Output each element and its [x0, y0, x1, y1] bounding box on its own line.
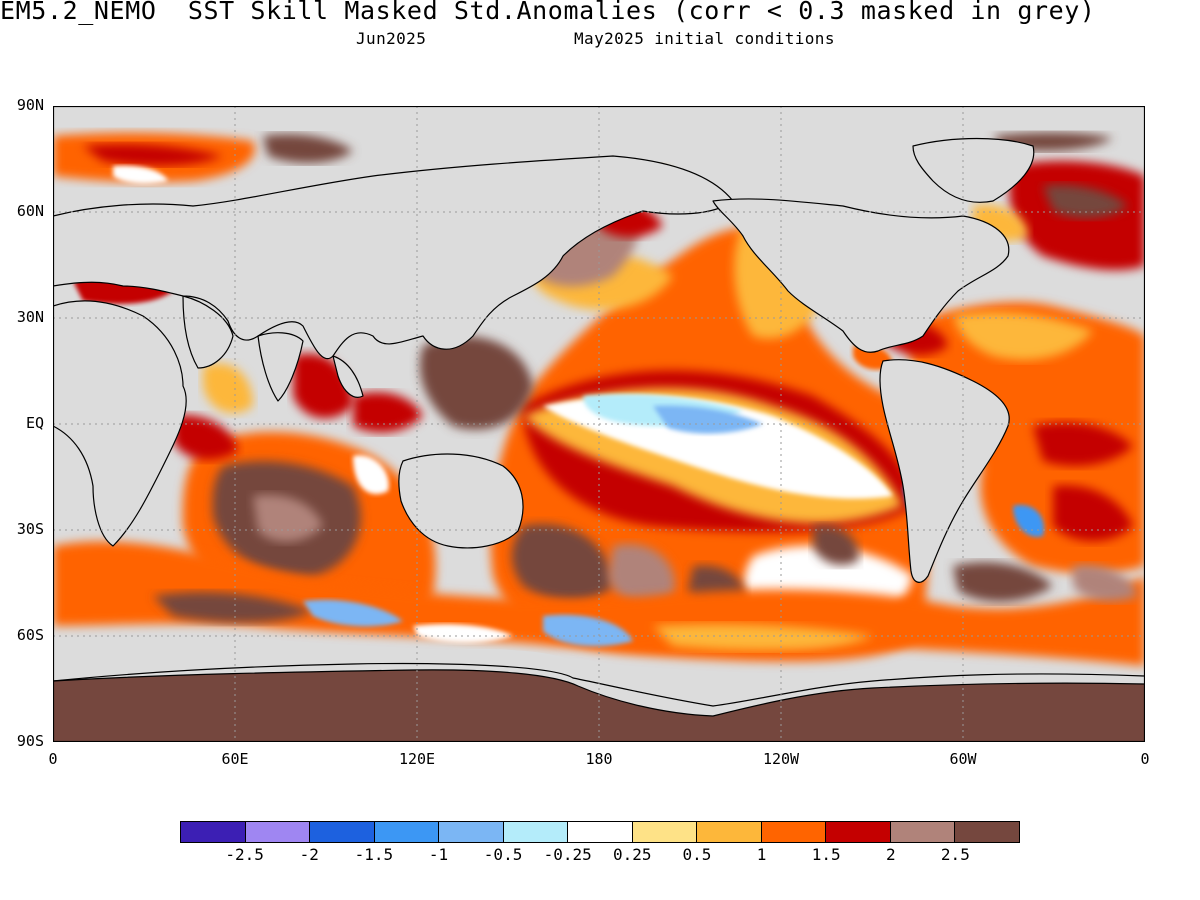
lat-label-90n: 90N — [16, 96, 44, 114]
colorbar-tick-label: 1.5 — [811, 845, 841, 864]
graticule — [53, 106, 1145, 742]
lat-label-30n: 30N — [16, 308, 44, 326]
sst-anomaly-map — [53, 106, 1145, 742]
lon-label-120w: 120W — [762, 750, 800, 768]
colorbar-swatch — [632, 822, 698, 842]
antarctic-anomaly-band — [53, 669, 1145, 742]
colorbar-swatch — [955, 822, 1019, 842]
lon-label-0-right: 0 — [1140, 750, 1150, 768]
colorbar-tick-label: -1.5 — [354, 845, 394, 864]
init-conditions-label: May2025 initial conditions — [574, 29, 835, 48]
map-canvas — [53, 106, 1145, 742]
colorbar-swatch — [310, 822, 375, 842]
colorbar-tick-label: 1 — [756, 845, 767, 864]
lat-label-30s: 30S — [16, 520, 44, 538]
colorbar-tick-label: -0.25 — [543, 845, 592, 864]
lon-label-0-left: 0 — [48, 750, 58, 768]
lat-label-eq: EQ — [25, 414, 44, 432]
colorbar-swatch — [761, 822, 827, 842]
colorbar-swatch — [697, 822, 762, 842]
lat-label-60n: 60N — [16, 202, 44, 220]
colorbar-tick-label: -1 — [428, 845, 449, 864]
colorbar-swatch — [503, 822, 569, 842]
colorbar-tick-label: -0.5 — [483, 845, 523, 864]
colorbar-tick-label: 0.5 — [682, 845, 712, 864]
colorbar-swatch — [374, 822, 440, 842]
anomaly-field — [53, 132, 1145, 669]
colorbar-tick-label: -2 — [299, 845, 319, 864]
lat-label-60s: 60S — [16, 626, 44, 644]
colorbar-swatch — [439, 822, 504, 842]
colorbar-swatch — [826, 822, 891, 842]
lon-label-180: 180 — [585, 750, 613, 768]
colorbar-swatch — [890, 822, 956, 842]
colorbar-tick-label: -2.5 — [225, 845, 264, 864]
colorbar-swatch — [245, 822, 311, 842]
lon-label-60e: 60E — [221, 750, 249, 768]
colorbar-swatch — [181, 822, 246, 842]
colorbar-tick-label: 2.5 — [940, 845, 970, 864]
lat-label-90s: 90S — [16, 732, 44, 750]
lon-label-120e: 120E — [398, 750, 436, 768]
map-frame — [53, 106, 1145, 742]
lon-label-60w: 60W — [949, 750, 977, 768]
colorbar-swatch — [568, 822, 633, 842]
colorbar-tick-label: 2 — [885, 845, 896, 864]
colorbar — [180, 821, 1020, 843]
chart-title: EM5.2_NEMO SST Skill Masked Std.Anomalie… — [0, 0, 1096, 25]
colorbar-tick-label: 0.25 — [613, 845, 652, 864]
valid-month-label: Jun2025 — [356, 29, 427, 48]
